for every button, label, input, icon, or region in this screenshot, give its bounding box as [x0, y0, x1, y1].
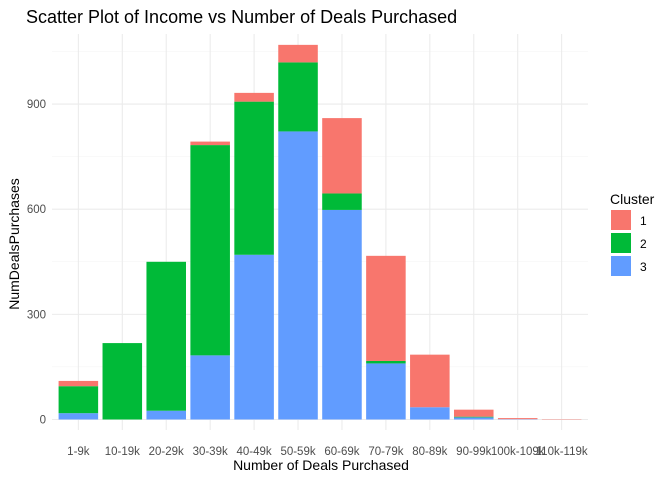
legend-swatch-cluster-3 [611, 256, 631, 276]
bar-segment-cluster-2-90-99k [454, 416, 494, 418]
bar-segment-cluster-3-40-49k [234, 254, 274, 420]
y-tick-label: 0 [40, 414, 46, 426]
legend-label-cluster-2: 2 [640, 237, 647, 251]
bar-segment-cluster-2-30-39k [190, 145, 230, 356]
bar-segment-cluster-1-90-99k [454, 409, 494, 417]
legend-label-cluster-3: 3 [640, 260, 647, 274]
bar-segment-cluster-1-40-49k [234, 92, 274, 102]
bar-segment-cluster-1-50-59k [278, 44, 318, 63]
chart-title: Scatter Plot of Income vs Number of Deal… [26, 7, 457, 27]
x-tick-label: 1-9k [67, 446, 90, 458]
bar-segment-cluster-3-50-59k [278, 131, 318, 420]
bar-segment-cluster-2-60-69k [322, 193, 362, 210]
legend-swatch-cluster-2 [611, 233, 631, 253]
legend-title: Cluster [610, 191, 655, 207]
x-tick-label: 30-39k [193, 446, 228, 458]
x-tick-label: 10-19k [105, 446, 140, 458]
bar-segment-cluster-3-60-69k [322, 209, 362, 420]
x-tick-label: 110k-119k [536, 446, 588, 458]
x-tick-label: 90-99k [456, 446, 491, 458]
x-tick-label: 100k-109k [491, 446, 545, 458]
y-tick-label: 600 [27, 204, 46, 216]
x-axis-ticks: 1-9k 10-19k 20-29k 30-39k 40-49k 50-59k 60-69k… [67, 446, 588, 458]
bar-segment-cluster-1-30-39k [190, 141, 230, 146]
y-tick-label: 300 [27, 309, 46, 321]
y-axis-title: NumDealsPurchases [6, 178, 22, 310]
x-tick-label: 50-59k [280, 446, 315, 458]
bar-segment-cluster-1-70-79k [366, 255, 406, 361]
bar-segment-cluster-2-70-79k [366, 360, 406, 364]
x-tick-label: 20-29k [149, 446, 184, 458]
x-tick-label: 80-89k [412, 446, 447, 458]
legend-label-cluster-1: 1 [640, 214, 647, 228]
bar-segment-cluster-1-60-69k [322, 118, 362, 194]
bar-segment-cluster-3-1-9k [58, 413, 99, 420]
y-tick-label: 900 [27, 99, 46, 111]
legend-swatch-cluster-1 [611, 210, 631, 230]
bar-segment-cluster-1-100k-109k [497, 418, 538, 420]
bar-segment-cluster-3-70-79k [366, 363, 406, 420]
bar-segment-cluster-3-80-89k [410, 407, 450, 420]
bar-layer [58, 44, 582, 420]
bar-segment-cluster-3-20-29k [146, 410, 186, 420]
bar-segment-cluster-2-40-49k [234, 101, 274, 255]
bar-segment-cluster-1-80-89k [410, 354, 450, 408]
legend: Cluster 1 2 3 [610, 191, 655, 276]
x-tick-label: 60-69k [324, 446, 359, 458]
bar-segment-cluster-3-90-99k [454, 417, 494, 420]
bar-segment-cluster-2-1-9k [58, 386, 99, 414]
x-axis-title: Number of Deals Purchased [233, 457, 409, 473]
x-tick-label: 40-49k [237, 446, 272, 458]
bar-segment-cluster-2-20-29k [146, 261, 186, 411]
bar-segment-cluster-2-10-19k [102, 343, 143, 420]
bar-segment-cluster-1-1-9k [58, 380, 99, 387]
bar-segment-cluster-2-50-59k [278, 62, 318, 132]
x-tick-label: 70-79k [368, 446, 403, 458]
bar-segment-cluster-3-30-39k [190, 355, 230, 420]
y-axis-ticks: 0 300 600 900 [27, 99, 46, 426]
